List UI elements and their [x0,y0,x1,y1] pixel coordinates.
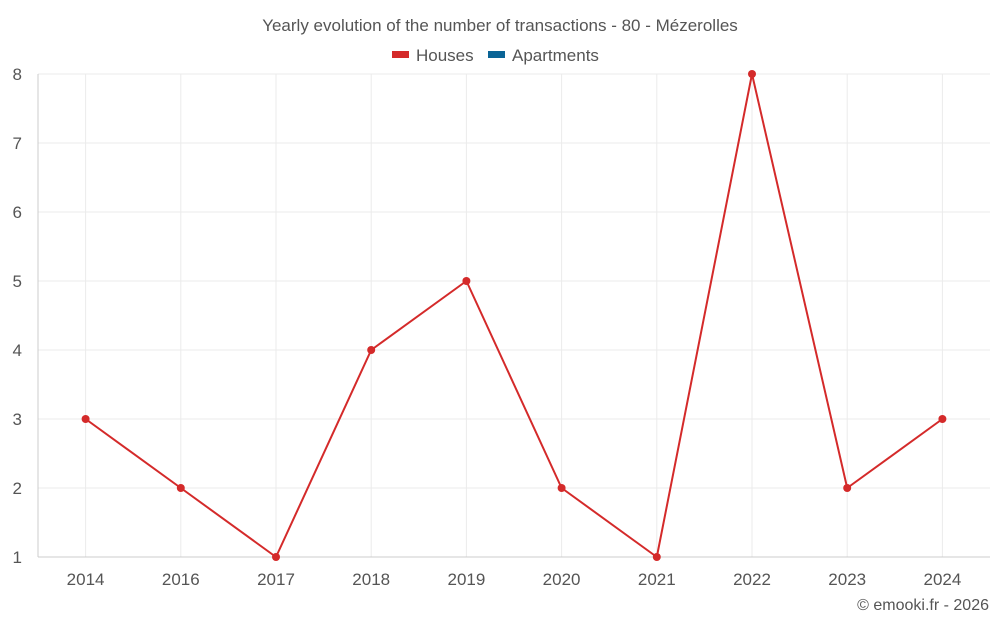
chart-title: Yearly evolution of the number of transa… [262,16,738,35]
y-tick-label: 5 [13,272,22,291]
legend-label-apartments: Apartments [512,46,599,65]
credit-text: © emooki.fr - 2026 [857,597,989,614]
x-tick-label: 2018 [352,570,390,589]
y-tick-label: 7 [13,134,22,153]
data-point-houses-2017[interactable] [272,553,280,561]
axes [37,74,990,558]
legend-swatch-apartments [488,51,505,58]
data-point-houses-2024[interactable] [938,415,947,423]
legend-item-apartments[interactable]: Apartments [488,46,599,65]
series-line-houses [85,73,943,558]
x-tick-label: 2021 [638,570,676,589]
x-tick-label: 2016 [162,570,200,589]
series-layer [81,70,947,561]
x-tick-label: 2020 [543,570,581,589]
y-axis-ticks: 1 2 3 4 5 6 7 8 [13,65,22,567]
x-tick-label: 2017 [257,570,295,589]
x-axis-ticks: 2014 2016 2017 2018 2019 2020 2021 2022 2023 2024 [67,570,962,589]
legend: Houses Apartments [392,46,599,65]
legend-swatch-houses [392,51,409,58]
data-point-houses-2020[interactable] [557,484,566,492]
data-point-houses-2016[interactable] [176,484,185,492]
y-tick-label: 1 [13,548,22,567]
x-tick-label: 2022 [733,570,771,589]
x-gridlines [85,74,943,557]
data-point-houses-2014[interactable] [81,415,90,423]
data-point-houses-2022[interactable] [748,70,756,78]
legend-item-houses[interactable]: Houses [392,46,474,65]
x-tick-label: 2014 [67,570,105,589]
data-point-houses-2023[interactable] [843,484,852,492]
y-gridlines [38,73,990,489]
x-tick-label: 2024 [923,570,961,589]
y-tick-label: 4 [13,341,22,360]
y-tick-label: 2 [13,479,22,498]
legend-label-houses: Houses [416,46,474,65]
y-tick-label: 6 [13,203,22,222]
x-tick-label: 2023 [828,570,866,589]
data-point-houses-2019[interactable] [462,277,471,285]
x-tick-label: 2019 [447,570,485,589]
y-tick-label: 3 [13,410,22,429]
data-point-houses-2021[interactable] [652,553,661,561]
data-point-houses-2018[interactable] [367,346,376,354]
y-tick-label: 8 [13,65,22,84]
